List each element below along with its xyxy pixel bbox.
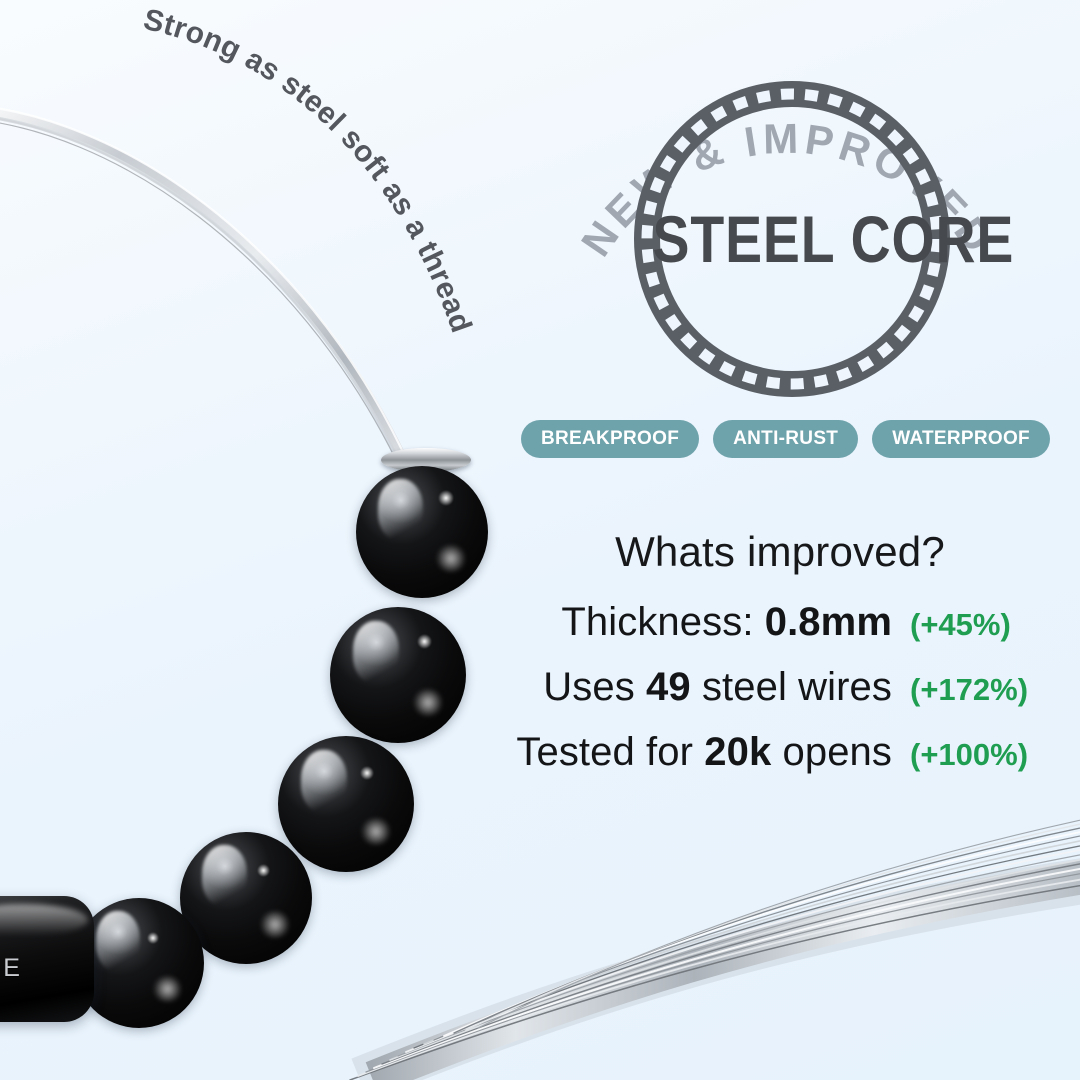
spec-prefix: Tested for [516,730,705,774]
feature-pill-group: BREAKPROOF ANTI-RUST WATERPROOF [521,420,1050,458]
clasp-cylinder: RIZE [0,896,94,1022]
spec-suffix: opens [771,730,892,774]
bead [74,898,204,1028]
spec-gain-wires: (+172%) [910,672,1029,707]
bead [330,607,466,743]
tagline-label: Strong as steel soft as a thread [140,3,477,337]
steel-core-badge: NEW & IMPROVED STEEL CORE [572,81,1015,397]
spec-label-thickness: Thickness: 0.8mm [500,600,892,645]
spec-label-wires: Uses 49 steel wires [500,665,892,710]
spec-row-thickness: Thickness: 0.8mm (+45%) [500,600,1060,645]
wire-filament-bundle [349,819,1080,1080]
wire-rope [0,107,405,461]
bead [356,466,488,598]
spec-gain-thickness: (+45%) [910,607,1011,642]
badge-ring [634,81,950,397]
section-heading: Whats improved? [615,528,945,575]
spec-prefix: Uses [543,665,647,709]
spec-value: 20k [704,730,772,774]
spec-row-opens: Tested for 20k opens (+100%) [500,730,1060,775]
pill-waterproof[interactable]: WATERPROOF [872,420,1050,458]
svg-text:Strong as steel soft as a thre: Strong as steel soft as a thread [140,3,477,337]
spec-prefix: Thickness: [561,600,765,644]
clasp-engraving: RIZE [0,953,23,982]
pill-anti-rust[interactable]: ANTI-RUST [713,420,859,458]
spec-value: 49 [646,665,691,709]
svg-text:STEEL CORE: STEEL CORE [653,202,1015,276]
bead [180,832,312,964]
bead [278,736,414,872]
spec-value: 0.8mm [764,600,892,644]
spec-gain-opens: (+100%) [910,737,1029,772]
improvements-section: Whats improved? Thickness: 0.8mm (+45%) … [500,528,1060,795]
spec-suffix: steel wires [690,665,892,709]
spec-label-opens: Tested for 20k opens [500,730,892,775]
pill-breakproof[interactable]: BREAKPROOF [521,420,700,458]
badge-stamp-text: STEEL CORE [653,202,1015,276]
spec-row-wires: Uses 49 steel wires (+172%) [500,665,1060,710]
